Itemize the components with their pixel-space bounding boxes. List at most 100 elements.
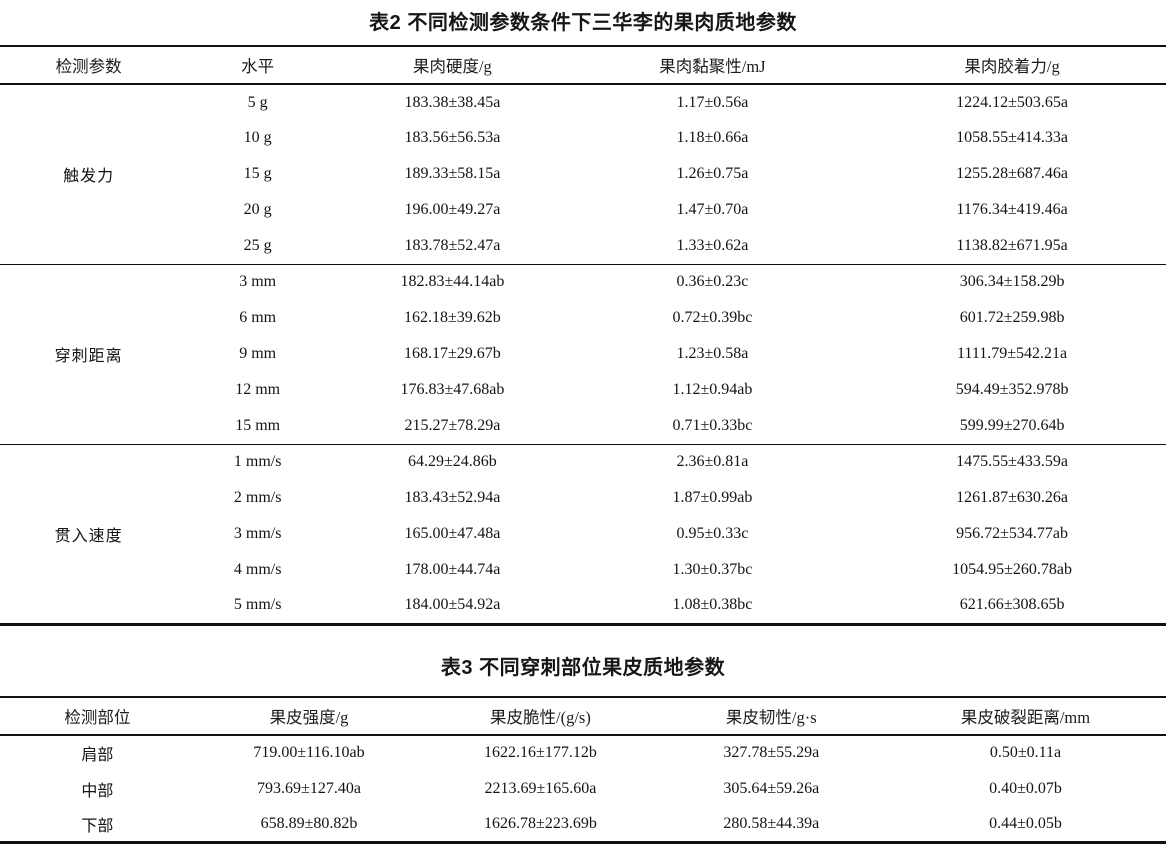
- gumminess-cell: 1475.55±433.59a: [956, 453, 1069, 471]
- cohesiveness-cell: 1.23±0.58a: [676, 345, 749, 362]
- table-row: 25 g 183.78±52.47a 1.33±0.62a 1138.82±67…: [0, 228, 1166, 264]
- hardness-cell: 196.00±49.27a: [404, 201, 501, 218]
- header-row: 检测部位 果皮强度/g 果皮脆性/(g/s) 果皮韧性/g·s 果皮破裂距离/m…: [0, 696, 1166, 736]
- gumminess-cell: 594.49±352.978b: [955, 381, 1069, 398]
- gumminess-cell: 1255.28±687.46a: [956, 165, 1069, 182]
- header-cell-parameter: 检测参数: [0, 46, 178, 85]
- table-row: 9 mm 168.17±29.67b 1.23±0.58a 1111.79±54…: [0, 336, 1166, 372]
- cohesiveness-cell: 1.12±0.94ab: [672, 381, 753, 398]
- hardness-cell: 176.83±47.68ab: [400, 381, 505, 398]
- table-row: 4 mm/s 178.00±44.74a 1.30±0.37bc 1054.95…: [0, 552, 1166, 588]
- group-trigger-force: 触发力 5 g 183.38±38.45a 1.17±0.56a 1224.12…: [0, 84, 1166, 264]
- group-penetration-speed: 贯入速度 1 mm/s 64.29±24.86b 2.36±0.81a 1475…: [0, 444, 1166, 624]
- rupture-distance-cell: 0.40±0.07b: [989, 779, 1062, 797]
- hardness-cell: 168.17±29.67b: [404, 345, 501, 362]
- gumminess-cell: 1261.87±630.26a: [956, 489, 1069, 506]
- table2-caption: 表2 不同检测参数条件下三华李的果肉质地参数: [369, 12, 797, 34]
- peel-texture-table: 检测部位 果皮强度/g 果皮脆性/(g/s) 果皮韧性/g·s 果皮破裂距离/m…: [0, 695, 1166, 844]
- level-cell: 1 mm/s: [233, 453, 282, 471]
- hardness-cell: 162.18±39.62b: [404, 309, 501, 326]
- hardness-cell: 183.38±38.45a: [404, 93, 501, 111]
- group-puncture-distance: 穿刺距离 3 mm 182.83±44.14ab 0.36±0.23c 306.…: [0, 264, 1166, 444]
- hardness-cell: 183.56±56.53a: [404, 129, 501, 146]
- level-cell: 3 mm/s: [233, 525, 282, 542]
- cohesiveness-cell: 1.87±0.99ab: [672, 489, 753, 506]
- gumminess-cell: 601.72±259.98b: [959, 309, 1065, 326]
- cohesiveness-cell: 1.30±0.37bc: [672, 561, 753, 578]
- gumminess-cell: 1176.34±419.46a: [956, 201, 1068, 218]
- header-row: 检测参数 水平 果肉硬度/g 果肉黏聚性/mJ 果肉胶着力/g: [0, 46, 1166, 85]
- hardness-cell: 189.33±58.15a: [404, 165, 501, 182]
- gumminess-cell: 599.99±270.64b: [959, 416, 1065, 434]
- peel-table-header: 检测部位 果皮强度/g 果皮脆性/(g/s) 果皮韧性/g·s 果皮破裂距离/m…: [0, 696, 1166, 736]
- table-row: 3 mm/s 165.00±47.48a 0.95±0.33c 956.72±5…: [0, 516, 1166, 552]
- level-cell: 12 mm: [235, 381, 281, 398]
- header-cell-peel-toughness: 果皮韧性/g·s: [657, 696, 885, 736]
- toughness-cell: 305.64±59.26a: [723, 779, 820, 797]
- gumminess-cell: 1054.95±260.78ab: [952, 561, 1073, 578]
- hardness-cell: 184.00±54.92a: [404, 596, 501, 614]
- table-row: 15 mm 215.27±78.29a 0.71±0.33bc 599.99±2…: [0, 408, 1166, 444]
- peel-table-body: 肩部 719.00±116.10ab 1622.16±177.12b 327.7…: [0, 735, 1166, 843]
- group-label-cell: 穿刺距离: [54, 348, 123, 365]
- cohesiveness-cell: 0.71±0.33bc: [672, 416, 753, 434]
- gumminess-cell: 1111.79±542.21a: [957, 345, 1068, 362]
- level-cell: 25 g: [243, 236, 272, 254]
- group-label-cell: 贯入速度: [54, 527, 123, 545]
- header-cell-peel-crispness: 果皮脆性/(g/s): [423, 696, 658, 736]
- gumminess-cell: 956.72±534.77ab: [956, 525, 1069, 542]
- level-cell: 2 mm/s: [233, 489, 282, 506]
- level-cell: 5 g: [247, 93, 268, 111]
- table3-caption: 表3 不同穿刺部位果皮质地参数: [440, 656, 726, 679]
- rupture-distance-cell: 0.50±0.11a: [989, 744, 1062, 761]
- table-row: 5 mm/s 184.00±54.92a 1.08±0.38bc 621.66±…: [0, 588, 1166, 624]
- table-row: 6 mm 162.18±39.62b 0.72±0.39bc 601.72±25…: [0, 300, 1166, 336]
- header-cell-gumminess: 果肉胶着力/g: [858, 46, 1166, 85]
- header-cell-rupture-distance: 果皮破裂距离/mm: [884, 696, 1166, 736]
- cohesiveness-cell: 1.08±0.38bc: [672, 596, 753, 614]
- flesh-table-header: 检测参数 水平 果肉硬度/g 果肉黏聚性/mJ 果肉胶着力/g: [0, 46, 1166, 85]
- rupture-distance-cell: 0.44±0.05b: [989, 814, 1062, 832]
- gumminess-cell: 306.34±158.29b: [959, 273, 1065, 291]
- table-row: 贯入速度 1 mm/s 64.29±24.86b 2.36±0.81a 1475…: [0, 444, 1166, 544]
- table-row: 20 g 196.00±49.27a 1.47±0.70a 1176.34±41…: [0, 192, 1166, 228]
- position-cell: 肩部: [81, 747, 114, 764]
- crispness-cell: 1622.16±177.12b: [484, 744, 597, 761]
- level-cell: 20 g: [243, 201, 272, 218]
- level-cell: 4 mm/s: [233, 561, 282, 578]
- cohesiveness-cell: 2.36±0.81a: [676, 453, 749, 471]
- table-row: 15 g 189.33±58.15a 1.26±0.75a 1255.28±68…: [0, 156, 1166, 192]
- hardness-cell: 215.27±78.29a: [404, 416, 501, 434]
- table-row: 下部 658.89±80.82b 1626.78±223.69b 280.58±…: [0, 807, 1166, 843]
- cohesiveness-cell: 1.17±0.56a: [676, 93, 749, 111]
- crispness-cell: 1626.78±223.69b: [484, 814, 597, 832]
- toughness-cell: 327.78±55.29a: [723, 744, 820, 761]
- gumminess-cell: 1058.55±414.33a: [956, 129, 1069, 146]
- table-row: 2 mm/s 183.43±52.94a 1.87±0.99ab 1261.87…: [0, 480, 1166, 516]
- level-cell: 6 mm: [239, 309, 277, 326]
- flesh-texture-table: 检测参数 水平 果肉硬度/g 果肉黏聚性/mJ 果肉胶着力/g 触发力 5 g …: [0, 45, 1166, 626]
- hardness-cell: 183.43±52.94a: [404, 489, 501, 506]
- level-cell: 5 mm/s: [233, 596, 282, 614]
- crispness-cell: 2213.69±165.60a: [484, 779, 597, 797]
- hardness-cell: 182.83±44.14ab: [400, 273, 505, 291]
- strength-cell: 658.89±80.82b: [260, 814, 358, 832]
- table-row: 穿刺距离 3 mm 182.83±44.14ab 0.36±0.23c 306.…: [0, 264, 1166, 365]
- cohesiveness-cell: 1.33±0.62a: [676, 236, 749, 254]
- header-cell-cohesiveness: 果肉黏聚性/mJ: [566, 46, 859, 85]
- cohesiveness-cell: 1.47±0.70a: [676, 201, 749, 218]
- hardness-cell: 178.00±44.74a: [404, 561, 501, 578]
- level-cell: 9 mm: [239, 345, 277, 362]
- gumminess-cell: 621.66±308.65b: [959, 596, 1065, 614]
- level-cell: 15 g: [243, 165, 272, 182]
- group-label-cell: 触发力: [63, 168, 115, 186]
- header-cell-hardness: 果肉硬度/g: [338, 46, 567, 85]
- strength-cell: 793.69±127.40a: [257, 779, 361, 797]
- hardness-cell: 165.00±47.48a: [404, 525, 501, 542]
- gumminess-cell: 1138.82±671.95a: [956, 236, 1068, 254]
- header-cell-position: 检测部位: [0, 696, 195, 736]
- toughness-cell: 280.58±44.39a: [723, 814, 820, 832]
- cohesiveness-cell: 1.26±0.75a: [676, 165, 749, 182]
- position-cell: 下部: [81, 817, 114, 835]
